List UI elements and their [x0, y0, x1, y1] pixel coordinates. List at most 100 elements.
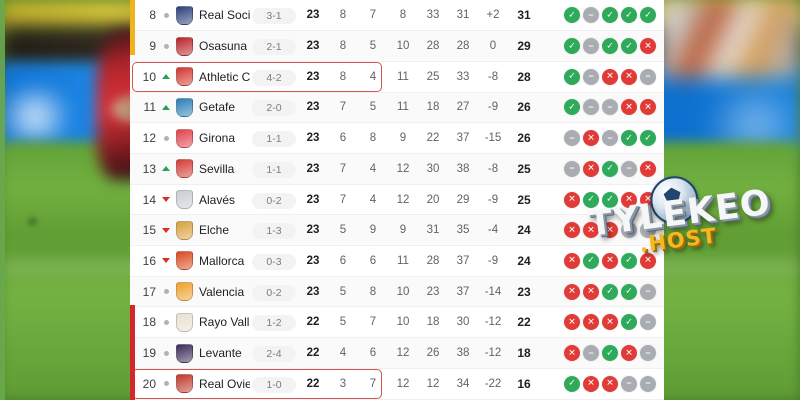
recent-form-cell: ✕ ✕ ✓ ✓ – [540, 283, 664, 300]
table-row[interactable]: 16 Mallorca 0-3 23 6 6 11 28 37 -9 24 ✕ ✓ ✕ ✓ ✕ [130, 246, 664, 277]
wins-cell: 7 [339, 101, 347, 114]
team-name-cell[interactable]: Mallorca [199, 253, 245, 268]
table-row[interactable]: 15 Elche 1-3 23 5 9 9 31 35 -4 24 ✕ ✕ ✕ – – [130, 215, 664, 247]
last-score-cell[interactable]: 1-3 [250, 221, 298, 240]
goals-against-cell: 38 [456, 162, 470, 175]
team-name-cell[interactable]: Alavés [199, 192, 236, 207]
goals-against-cell: 35 [456, 224, 470, 237]
goals-for-cell: 18 [426, 316, 440, 329]
last-score-cell[interactable]: 4-2 [250, 68, 298, 86]
team-name-cell[interactable]: Elche [199, 223, 230, 238]
wins-cell: 5 [339, 224, 347, 237]
last-score-cell[interactable]: 2-0 [250, 98, 298, 117]
team-name-cell[interactable]: Rayo Vallecano [199, 315, 250, 330]
points-cell: 25 [517, 192, 531, 207]
points-cell: 23 [517, 284, 531, 299]
losses-cell: 12 [396, 347, 410, 360]
goals-for-cell: 22 [426, 132, 440, 145]
wins-cell: 5 [339, 285, 347, 298]
team-name-cell[interactable]: Real Oviedo [199, 376, 250, 391]
team-crest-icon [175, 128, 193, 148]
team-crest-cell [173, 5, 195, 25]
movement-cell [159, 319, 173, 325]
points-cell: 26 [517, 131, 531, 146]
team-name-cell[interactable]: Getafe [199, 100, 236, 115]
recent-form-cell: ✓ – ✓ ✓ ✕ [540, 38, 664, 55]
last-score-cell[interactable]: 3-1 [250, 6, 298, 25]
table-row[interactable]: 19 Levante 2-4 22 4 6 12 26 38 -12 18 ✕ – ✓ ✕ – [130, 338, 664, 369]
last-score-cell[interactable]: 2-4 [250, 344, 298, 363]
team-name-cell[interactable]: Athletic Club [199, 69, 250, 84]
table-row[interactable]: 11 Getafe 2-0 23 7 5 11 18 27 -9 26 ✓ – – ✕ ✕ [130, 92, 664, 124]
team-crest-cell [173, 374, 195, 394]
team-name-cell[interactable]: Valencia [199, 284, 245, 299]
last-score-cell[interactable]: 2-1 [250, 37, 298, 56]
team-name-cell[interactable]: Sevilla [199, 161, 235, 176]
score-pill: 0-3 [252, 253, 296, 270]
goal-difference-cell: -8 [487, 70, 499, 83]
goal-difference-cell: -9 [487, 254, 499, 267]
score-pill: 1-1 [252, 131, 296, 148]
last-score-cell[interactable]: 1-2 [250, 313, 298, 332]
last-score-cell[interactable]: 0-3 [250, 252, 298, 270]
team-crest-cell [173, 312, 195, 332]
form-win-icon: ✓ [640, 7, 656, 24]
played-cell: 23 [306, 193, 320, 206]
table-row[interactable]: 12 Girona 1-1 23 6 8 9 22 37 -15 26– ✕ – ✓ ✓ [130, 123, 664, 154]
draws-cell: 7 [369, 9, 377, 22]
team-name-cell[interactable]: Osasuna [199, 39, 248, 54]
draws-cell: 4 [369, 70, 377, 83]
losses-cell: 11 [397, 101, 409, 114]
form-loss-icon: ✕ [564, 314, 580, 331]
last-score-cell[interactable]: 1-1 [250, 129, 298, 148]
movement-cell [159, 12, 173, 18]
rank-cell: 15 [142, 223, 156, 238]
form-loss-icon: ✕ [602, 252, 618, 269]
rank-cell: 9 [149, 39, 156, 54]
form-draw-icon: – [621, 160, 637, 177]
team-name-cell[interactable]: Levante [199, 346, 242, 361]
form-win-icon: ✓ [621, 314, 637, 331]
losses-cell: 10 [396, 285, 410, 298]
form-loss-icon: ✕ [564, 345, 580, 362]
points-cell: 26 [517, 100, 531, 115]
last-score-cell[interactable]: 1-0 [250, 375, 298, 393]
table-row[interactable]: 14 Alavés 0-2 23 7 4 12 20 29 -9 25 ✕ ✓ ✓ ✕ ✕ [130, 185, 664, 216]
form-win-icon: ✓ [583, 252, 599, 269]
goals-for-cell: 31 [426, 224, 440, 237]
table-row[interactable]: 9 Osasuna 2-1 23 8 5 10 28 28 0 29 ✓ – ✓ ✓ ✕ [130, 31, 664, 62]
team-name-cell[interactable]: Girona [199, 131, 236, 146]
form-win-icon: ✓ [602, 38, 618, 55]
score-pill: 2-1 [252, 39, 296, 56]
played-cell: 23 [306, 40, 320, 53]
last-score-cell[interactable]: 0-2 [250, 191, 298, 209]
last-score-cell[interactable]: 0-2 [250, 283, 298, 301]
draws-cell: 4 [369, 193, 377, 206]
movement-down-icon [162, 197, 170, 203]
table-row[interactable]: 13 Sevilla 1-1 23 7 4 12 30 38 -8 25– ✕ ✓ – ✕ [130, 154, 664, 185]
draws-cell: 7 [369, 316, 377, 329]
played-cell: 22 [306, 347, 320, 360]
form-loss-icon: ✕ [602, 314, 618, 331]
last-score-cell[interactable]: 1-1 [250, 160, 298, 178]
points-cell: 24 [517, 253, 531, 268]
team-name-cell[interactable]: Real Sociedad [199, 8, 250, 23]
goal-difference-cell: -22 [484, 377, 502, 390]
score-pill: 0-2 [252, 192, 296, 209]
form-loss-icon: ✕ [602, 68, 618, 85]
table-row[interactable]: 17 Valencia 0-2 23 5 8 10 23 37 -14 23 ✕ ✕ ✓ ✓ – [130, 276, 664, 308]
recent-form-cell: ✕ – ✓ ✕ – [540, 345, 664, 362]
movement-down-icon [162, 227, 170, 233]
form-loss-icon: ✕ [621, 345, 637, 362]
team-crest-icon [175, 312, 193, 332]
score-pill: 2-0 [252, 100, 296, 117]
form-draw-icon: – [602, 99, 618, 116]
rank-cell: 14 [142, 192, 156, 207]
form-win-icon: ✓ [564, 38, 580, 55]
wins-cell: 5 [339, 316, 347, 329]
recent-form-cell: – ✕ ✓ – ✕ [540, 160, 664, 177]
